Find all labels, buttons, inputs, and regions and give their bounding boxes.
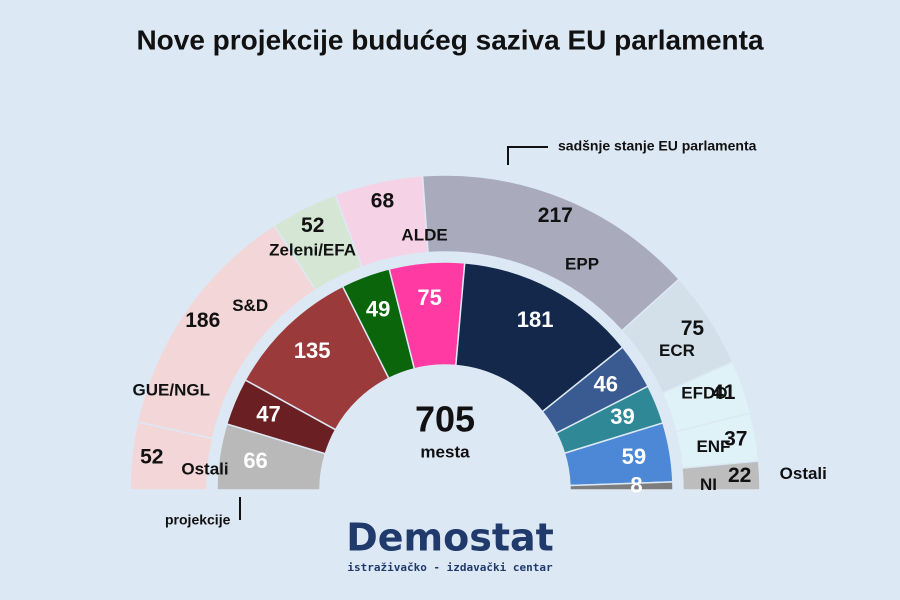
- value-label: 22: [728, 464, 751, 487]
- value-label: 41: [712, 381, 736, 404]
- category-label: ALDE: [401, 225, 447, 244]
- value-label: 75: [681, 317, 705, 340]
- category-label: ENF: [696, 437, 730, 456]
- category-label: Zeleni/EFA: [269, 241, 356, 260]
- category-label: EPP: [565, 255, 599, 274]
- seat-segment: [681, 460, 761, 491]
- value-label: 47: [256, 401, 280, 426]
- seat-segment: [569, 481, 674, 491]
- value-label: 52: [140, 445, 163, 468]
- annotation: projekcije: [165, 512, 231, 528]
- value-label: 59: [622, 444, 646, 469]
- total-label: mesta: [420, 442, 470, 461]
- annotation-bracket: [507, 146, 548, 165]
- value-label: 186: [185, 309, 220, 332]
- value-label: 49: [366, 296, 390, 321]
- total: 705: [415, 399, 475, 440]
- category-label: GUE/NGL: [133, 380, 210, 399]
- value-label: 181: [517, 307, 554, 332]
- category-label: S&D: [232, 296, 268, 315]
- value-label: 37: [724, 428, 747, 451]
- value-label: 75: [417, 285, 441, 310]
- value-label: 46: [593, 372, 617, 397]
- value-label: 66: [243, 448, 267, 473]
- category-label: EFDD: [681, 384, 727, 403]
- value-label: 135: [294, 338, 331, 363]
- value-label: 217: [538, 204, 573, 227]
- category-label: Ostali: [780, 464, 827, 483]
- annotation: sadšnje stanje EU parlamenta: [558, 138, 757, 154]
- category-label: NI: [700, 475, 717, 494]
- value-label: 39: [610, 404, 634, 429]
- value-label: 68: [371, 189, 395, 212]
- logo-subtitle: istraživačko - izdavački centar: [347, 561, 553, 574]
- value-label: 52: [301, 214, 324, 237]
- value-label: 8: [630, 472, 642, 497]
- category-label: ECR: [659, 341, 695, 360]
- logo: Demostat: [346, 516, 554, 560]
- chart-title: Nove projekcije budućeg saziva EU parlam…: [136, 24, 764, 55]
- category-label: Ostali: [181, 459, 228, 478]
